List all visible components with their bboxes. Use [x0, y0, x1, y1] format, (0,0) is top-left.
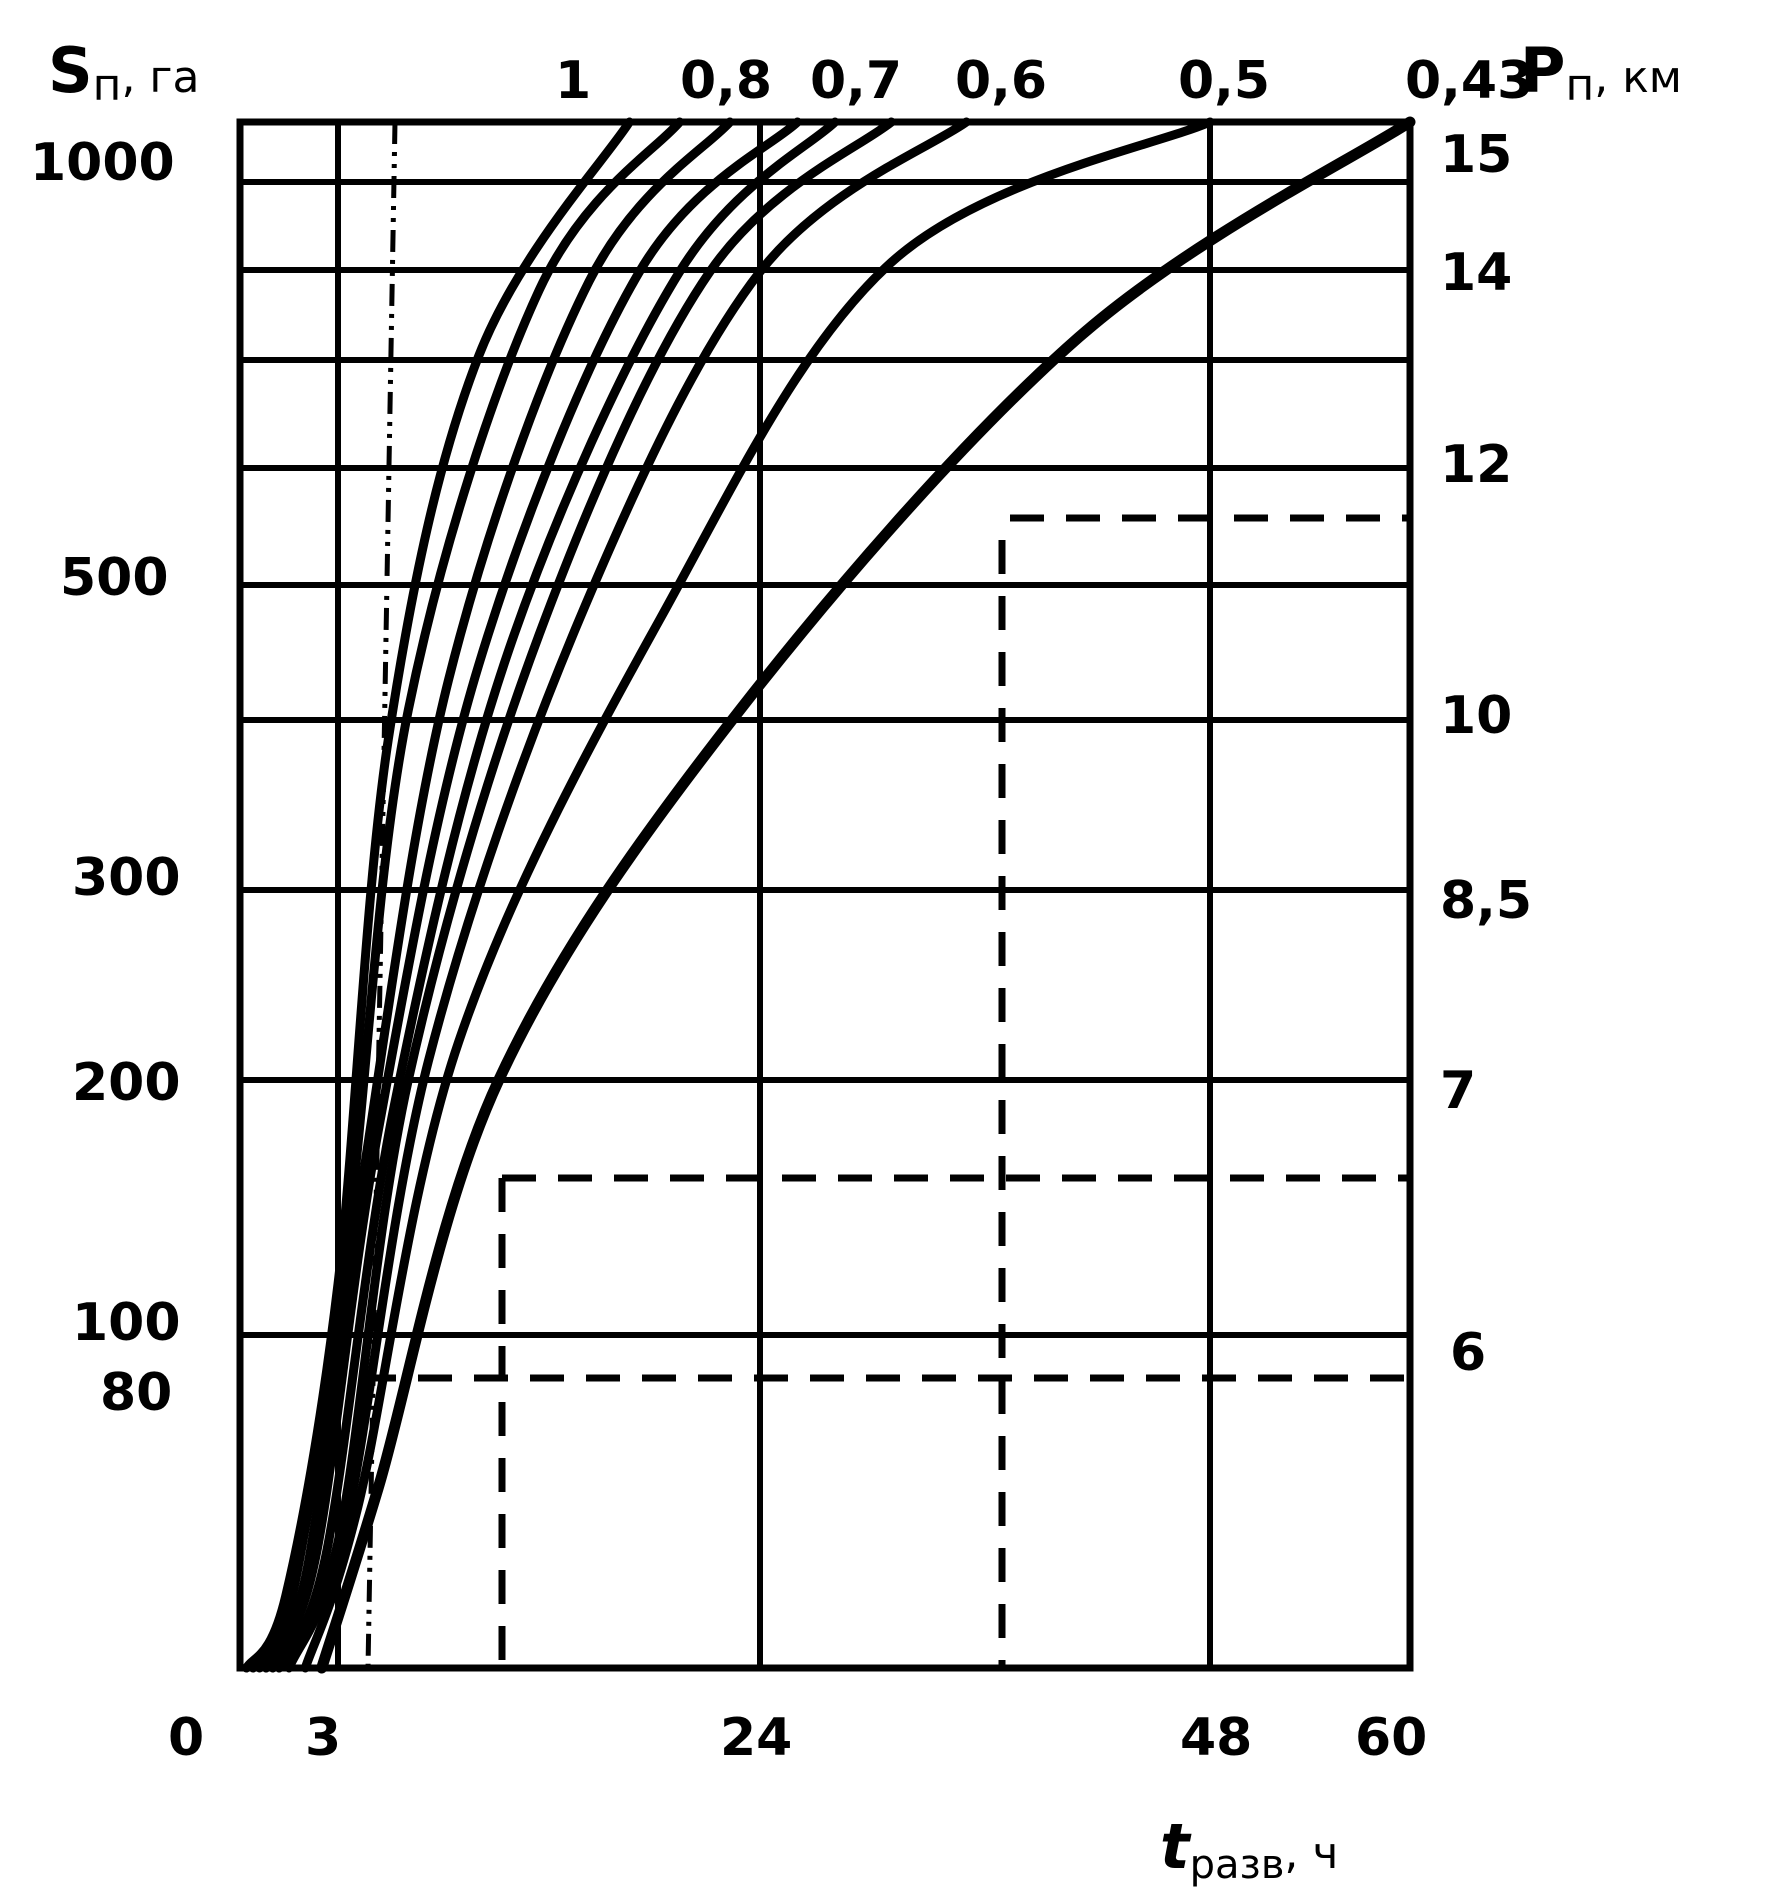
right-tick-label: 7: [1440, 1061, 1476, 1121]
x-tick-label: 3: [305, 1708, 341, 1768]
series-curve: [300, 117, 1215, 1673]
series-curve: [268, 117, 840, 1673]
x-tick-label: 60: [1355, 1708, 1427, 1768]
right-tick-label: 12: [1440, 435, 1512, 495]
top-curve-label: 1: [555, 51, 591, 111]
series-curve: [242, 117, 634, 1673]
right-tick-label: 8,5: [1440, 871, 1532, 931]
right-tick-label: 15: [1440, 125, 1512, 185]
right-tick-label: 6: [1450, 1323, 1486, 1383]
top-curve-label: 0,43: [1405, 51, 1533, 111]
plot-frame: [236, 118, 1414, 1672]
y-tick-label: 80: [100, 1363, 172, 1423]
series-curve: [248, 117, 685, 1673]
series-curve: [316, 116, 1416, 1674]
grid-lines: [236, 118, 1414, 1672]
y-tick-label: 1000: [30, 133, 175, 193]
series-curve: [261, 117, 802, 1673]
series-curves: [242, 116, 1416, 1674]
y-tick-label: 200: [72, 1053, 181, 1113]
y-tick-label: 500: [60, 548, 169, 608]
x-tick-label: 0: [168, 1708, 204, 1768]
top-curve-label: 0,6: [955, 51, 1047, 111]
y-tick-label: 300: [72, 848, 181, 908]
series-curve: [284, 117, 971, 1673]
reference-dashed-lines: [362, 514, 1410, 1668]
x-axis-title: tразв, ч: [1160, 1810, 1338, 1888]
top-curve-label: 0,5: [1178, 51, 1270, 111]
right-axis-title: Pп, км: [1520, 34, 1682, 111]
x-tick-label: 24: [720, 1708, 792, 1768]
y-tick-label: 100: [72, 1293, 181, 1353]
series-curve: [255, 117, 735, 1673]
right-tick-label: 10: [1440, 686, 1512, 746]
y-axis-title: Sп, га: [48, 34, 200, 111]
top-curve-label: 0,8: [680, 51, 772, 111]
x-tick-label: 48: [1180, 1708, 1252, 1768]
top-curve-label: 0,7: [810, 51, 902, 111]
right-tick-label: 14: [1440, 243, 1512, 303]
